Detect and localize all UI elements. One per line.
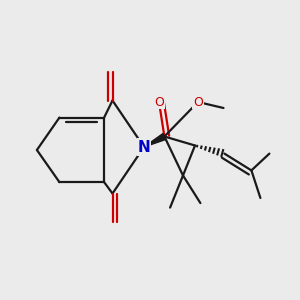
Text: N: N	[138, 140, 150, 154]
Text: O: O	[193, 95, 203, 109]
Text: O: O	[154, 95, 164, 109]
Polygon shape	[144, 134, 166, 147]
